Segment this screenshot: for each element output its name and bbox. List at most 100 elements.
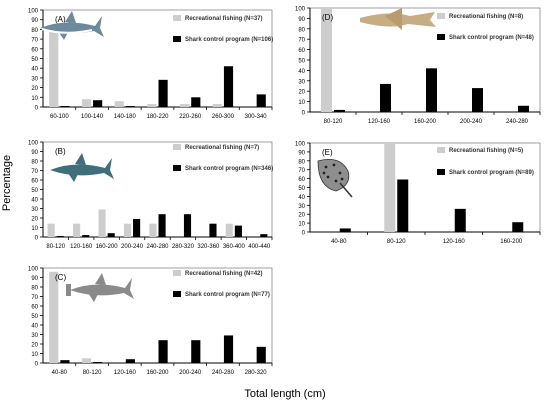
chart-panel: 0 10 20 30 40 50 60 70 80 90 100 80-120 120-160 160-2… [295, 7, 541, 125]
bar-recreational [180, 104, 190, 107]
x-tick-label: 260-300 [212, 114, 235, 120]
legend: Recreational fishing (N=37) Shark control… [173, 15, 273, 43]
bar-shark-control [234, 225, 242, 237]
y-tick-label: 20 [31, 343, 38, 349]
y-tick-label: 80 [31, 160, 38, 166]
x-tick-label: 80-120 [83, 370, 102, 376]
y-tick-label: 30 [31, 76, 38, 82]
x-tick-label: 120-160 [114, 370, 137, 376]
panel-label: (C) [55, 273, 66, 282]
x-tick-label: 140-180 [114, 114, 137, 120]
ray-spot [326, 175, 330, 179]
legend-swatch-recreational [173, 270, 181, 276]
legend: Recreational fishing (N=7) Shark control … [173, 144, 273, 172]
hammerhead-head [66, 284, 71, 296]
y-tick-label: 60 [298, 48, 305, 54]
legend-swatch-shark-control [173, 291, 181, 297]
bar-shark-control [397, 179, 409, 232]
ray-spot [322, 171, 326, 175]
bar-shark-control [125, 106, 135, 107]
bar-recreational [149, 223, 157, 237]
legend-swatch-shark-control [437, 34, 445, 40]
shark-belly [41, 28, 93, 34]
shark-pectoral-fin [68, 173, 78, 182]
bar-shark-control [56, 236, 64, 237]
bar-shark-control [158, 340, 168, 363]
bar-shark-control [426, 68, 437, 112]
y-tick-label: 40 [298, 69, 305, 75]
y-tick-label: 40 [298, 195, 305, 201]
bar-recreational [123, 223, 132, 237]
bar-recreational [81, 358, 92, 363]
legend-label-recreational: Recreational fishing (N=7) [185, 145, 259, 151]
bar-shark-control [512, 222, 524, 232]
legend-label-recreational: Recreational fishing (N=8) [449, 14, 523, 20]
y-tick-label: 80 [298, 159, 305, 165]
y-tick-label: 50 [298, 59, 305, 65]
legend-label-recreational: Recreational fishing (N=37) [185, 16, 263, 22]
bar-recreational [49, 30, 59, 107]
x-tick-label: 120-160 [443, 239, 466, 245]
panel-label: (B) [55, 147, 66, 156]
y-tick-label: 90 [298, 17, 305, 23]
bar-shark-control [60, 360, 70, 363]
shark-pectoral-fin [88, 293, 98, 302]
bar-shark-control [472, 88, 483, 112]
legend-swatch-shark-control [437, 169, 445, 175]
y-tick-label: 90 [31, 18, 38, 24]
y-tick-label: 90 [31, 276, 38, 282]
x-tick-label: 120-160 [368, 119, 391, 125]
x-tick-label: 220-260 [179, 114, 202, 120]
x-tick-label: 300-340 [245, 114, 268, 120]
x-tick-label: 200-240 [179, 370, 202, 376]
x-tick-label: 240-280 [146, 244, 169, 250]
ray-spot [334, 179, 338, 183]
ray-spot [324, 165, 328, 169]
x-tick-label: 280-320 [172, 244, 195, 250]
y-axis-title: Percentage [1, 155, 13, 211]
bar-shark-control [380, 83, 391, 112]
x-tick-label: 360-400 [223, 244, 246, 250]
legend-label-recreational: Recreational fishing (N=5) [449, 148, 523, 154]
bar-shark-control [183, 214, 192, 237]
y-tick-label: 0 [35, 106, 39, 112]
bar-recreational [114, 101, 124, 107]
bar-recreational [98, 209, 106, 237]
x-tick-label: 240-280 [506, 119, 529, 125]
y-tick-label: 70 [31, 169, 38, 175]
y-tick-label: 10 [31, 96, 38, 102]
x-tick-label: 40-80 [52, 370, 68, 376]
y-tick-label: 10 [298, 100, 305, 106]
bar-shark-control [260, 234, 268, 237]
shark-dorsal-fin [95, 273, 106, 285]
panel-label: (E) [322, 148, 333, 157]
bar-recreational [47, 223, 55, 237]
bar-shark-control [256, 94, 266, 107]
panel-label: (A) [55, 15, 66, 24]
bar-shark-control [60, 106, 70, 107]
bar-shark-control [191, 340, 201, 363]
x-tick-label: 160-200 [414, 119, 437, 125]
y-tick-label: 70 [31, 295, 38, 301]
legend-swatch-recreational [173, 15, 181, 21]
x-tick-label: 320-360 [197, 244, 220, 250]
shark-silhouette-icon [40, 11, 104, 40]
legend-swatch-shark-control [173, 36, 181, 42]
bar-shark-control [82, 235, 90, 237]
bar-shark-control [158, 79, 168, 107]
x-axis-title: Total length (cm) [244, 388, 325, 400]
legend: Recreational fishing (N=5) Shark control … [437, 147, 534, 176]
y-tick-label: 100 [295, 7, 306, 13]
y-tick-label: 100 [28, 9, 39, 15]
x-tick-label: 100-140 [81, 114, 104, 120]
bar-shark-control [133, 218, 141, 237]
y-tick-label: 30 [31, 333, 38, 339]
bar-recreational [384, 143, 396, 232]
bar-shark-control [339, 228, 351, 232]
bar-recreational [321, 8, 332, 112]
y-tick-label: 20 [298, 213, 305, 219]
plot-frame [42, 267, 273, 364]
y-tick-label: 10 [298, 222, 305, 228]
ray-spot [340, 177, 344, 181]
